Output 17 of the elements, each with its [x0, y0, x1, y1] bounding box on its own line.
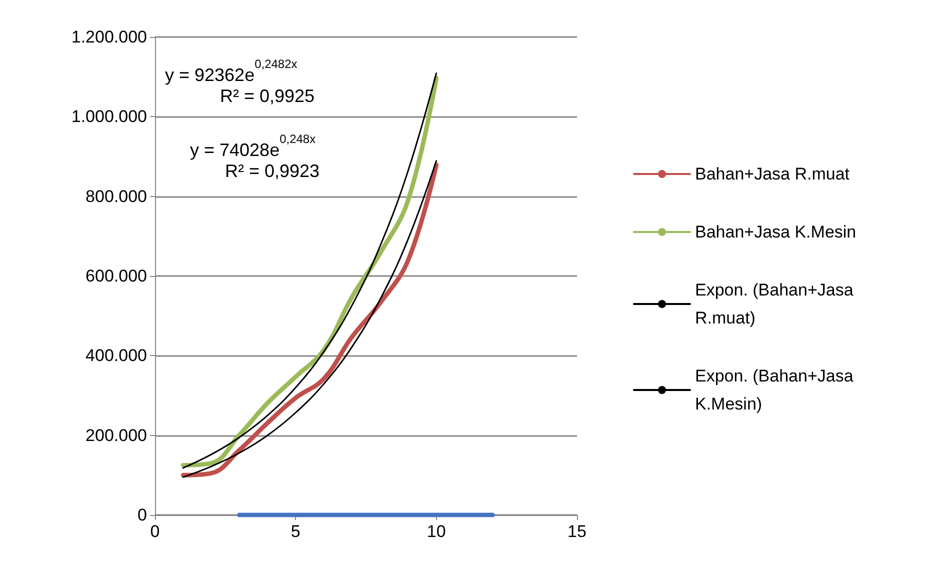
x-tick-label: 0: [150, 522, 160, 541]
y-tick-label: 200.000: [86, 426, 147, 445]
x-tick-label: 15: [568, 522, 586, 541]
legend-label: Bahan+Jasa K.Mesin: [695, 222, 856, 242]
y-tick-label: 400.000: [86, 346, 147, 366]
legend-label: Expon. (Bahan+Jasa R.muat): [695, 280, 858, 328]
legend-label: Bahan+Jasa R.muat: [695, 164, 850, 184]
y-tick-label: 0: [138, 506, 147, 524]
annotation: R² = 0,9923: [225, 161, 320, 181]
y-tick-label: 1.000.000: [71, 107, 147, 126]
x-tick-label: 10: [426, 522, 446, 541]
annotation: R² = 0,9925: [220, 86, 315, 106]
x-tick-label: 5: [290, 522, 300, 541]
y-tick-label: 600.000: [86, 266, 147, 286]
y-tick-label: 800.000: [86, 186, 147, 206]
legend-label: Expon. (Bahan+Jasa K.Mesin): [695, 366, 858, 414]
y-tick-label: 1.200.000: [71, 28, 147, 46]
